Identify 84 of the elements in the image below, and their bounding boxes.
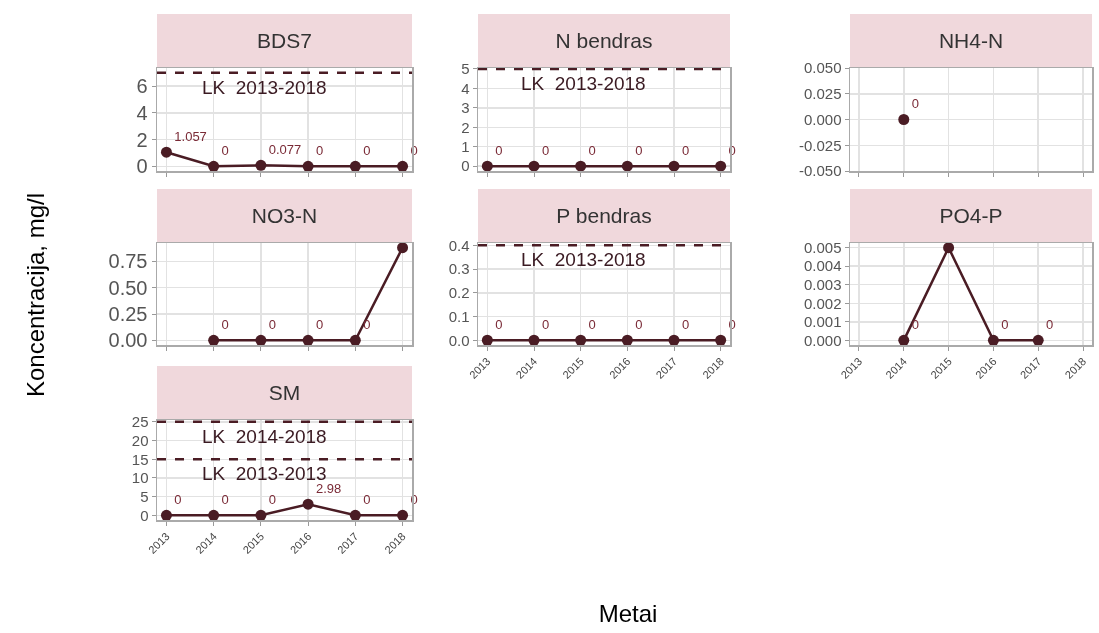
point xyxy=(349,160,361,172)
point xyxy=(397,160,409,172)
ref-line-label: LK 2013-2013 xyxy=(202,463,327,484)
y-tick-label: 0.001 xyxy=(803,313,842,331)
data-label: 0 xyxy=(363,143,371,159)
chart-title: PO4-P xyxy=(939,204,1003,228)
point xyxy=(160,146,172,158)
ref-line-label: LK 2013-2018 xyxy=(521,249,646,270)
data-label: 0 xyxy=(221,317,229,333)
y-tick-label: 0 xyxy=(136,155,148,178)
y-tick-label: 0.4 xyxy=(448,236,470,254)
x-axis-title: Metai xyxy=(598,600,658,628)
chart-title: SM xyxy=(268,381,301,405)
data-label: 1.057 xyxy=(174,129,207,145)
data-label: 0 xyxy=(681,317,690,333)
y-tick-label: 2 xyxy=(136,128,148,151)
data-label: 0 xyxy=(221,492,229,508)
y-tick-label: 0.004 xyxy=(803,257,842,275)
y-tick-label: 0.1 xyxy=(448,307,470,325)
y-tick-label: 0.025 xyxy=(803,85,842,102)
data-label: 0 xyxy=(911,96,919,112)
data-label: 0 xyxy=(363,317,371,333)
data-label: 0 xyxy=(635,317,643,333)
data-label: 0 xyxy=(268,317,276,333)
y-tick-label: 10 xyxy=(131,469,149,487)
chart-title: N bendras xyxy=(555,29,653,53)
y-tick-label: 0 xyxy=(140,506,149,524)
ref-line-label: LK 2013-2018 xyxy=(202,77,327,98)
y-tick-label: 0.50 xyxy=(108,276,148,299)
data-label: 0.077 xyxy=(268,142,302,158)
data-label: 0 xyxy=(911,317,919,333)
data-label: 0 xyxy=(363,492,371,508)
data-label: 0 xyxy=(315,143,324,159)
ref-line-label: LK 2014-2018 xyxy=(202,426,327,447)
point xyxy=(208,160,220,172)
data-label: 0 xyxy=(268,492,276,508)
y-tick-label: -0.025 xyxy=(798,136,842,154)
y-tick-label: 5 xyxy=(140,487,149,505)
y-tick-label: 4 xyxy=(136,101,148,124)
data-label: 0 xyxy=(495,317,503,333)
y-tick-label: 0.75 xyxy=(108,250,148,273)
y-tick-label: 0.000 xyxy=(803,331,842,349)
chart-title: NH4-N xyxy=(938,29,1004,53)
y-tick-label: -0.050 xyxy=(798,162,842,180)
y-tick-label: 0.3 xyxy=(448,260,470,278)
y-tick-label: 0.0 xyxy=(448,331,470,349)
y-tick-label: 3 xyxy=(461,99,470,117)
y-tick-label: 0.005 xyxy=(803,238,842,256)
point xyxy=(255,159,267,171)
y-tick-label: 2 xyxy=(461,118,470,136)
data-label: 0 xyxy=(221,143,229,159)
y-tick-label: 4 xyxy=(461,79,470,97)
data-label: 0 xyxy=(588,317,596,333)
y-tick-label: 0.003 xyxy=(803,275,842,293)
data-label: 0 xyxy=(1001,317,1009,333)
y-tick-label: 0.25 xyxy=(108,303,148,326)
y-tick-label: 25 xyxy=(131,413,149,431)
point xyxy=(302,160,314,172)
data-label: 2.98 xyxy=(315,481,342,497)
y-tick-label: 20 xyxy=(131,431,149,449)
data-label: 0 xyxy=(635,143,643,159)
data-label: 0 xyxy=(681,143,690,159)
y-tick-label: 1 xyxy=(461,137,470,155)
chart-title: BDS7 xyxy=(257,29,312,53)
ref-line-label: LK 2013-2018 xyxy=(521,73,646,94)
data-label: 0 xyxy=(495,143,503,159)
y-tick-label: 0 xyxy=(461,157,470,175)
y-tick-label: 0.000 xyxy=(803,110,842,128)
data-label: 0 xyxy=(541,143,550,159)
data-label: 0 xyxy=(541,317,550,333)
chart-title: NO3-N xyxy=(251,204,318,228)
data-label: 0 xyxy=(588,143,596,159)
data-label: 0 xyxy=(315,317,324,333)
y-tick-label: 0.050 xyxy=(803,59,842,77)
y-tick-label: 0.002 xyxy=(803,294,842,312)
y-tick-label: 5 xyxy=(461,60,470,78)
y-tick-label: 15 xyxy=(131,450,149,468)
y-tick-label: 0.00 xyxy=(108,329,148,352)
y-tick-label: 6 xyxy=(136,75,148,98)
data-label: 0 xyxy=(1046,317,1054,333)
y-tick-label: 0.2 xyxy=(448,284,470,302)
data-label: 0 xyxy=(174,492,182,508)
chart-title: P bendras xyxy=(556,204,652,228)
y-axis-title: Koncentracija, mg/l xyxy=(22,192,50,398)
